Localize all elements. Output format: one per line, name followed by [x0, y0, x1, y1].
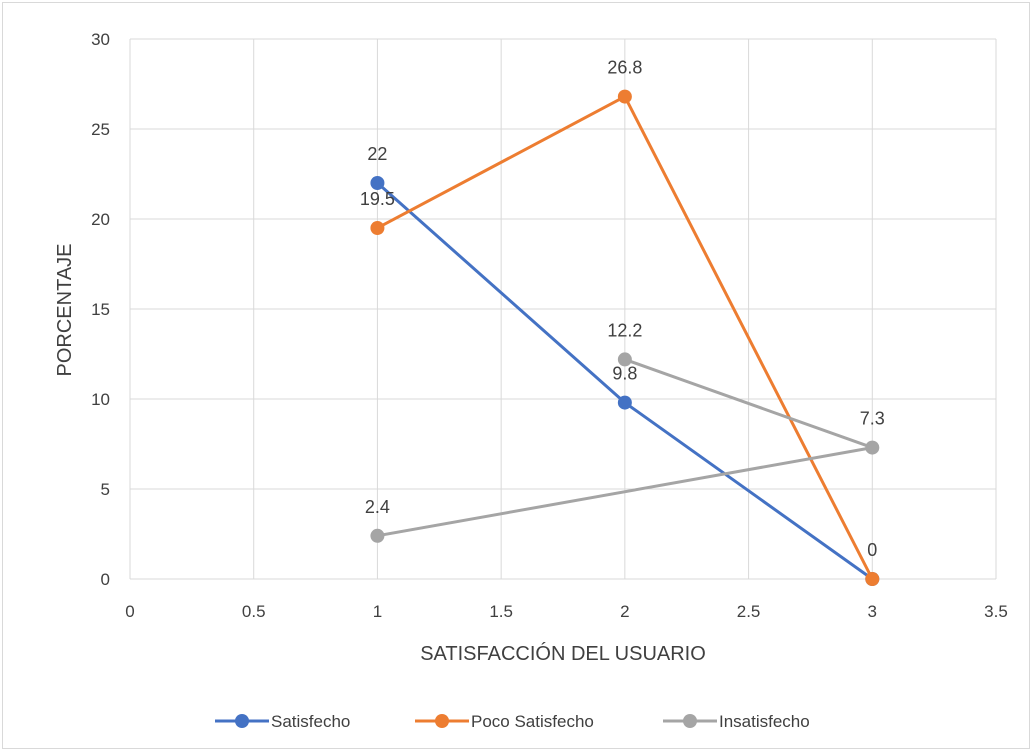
data-label: 26.8 [607, 58, 642, 78]
legend-marker [435, 714, 449, 728]
legend-item: Satisfecho [215, 712, 350, 731]
y-tick-labels: 0 5 10 15 20 25 30 [91, 30, 110, 589]
data-point [617, 89, 632, 104]
legend: Satisfecho Poco Satisfecho Insatisfecho [215, 712, 810, 731]
grid-layer [129, 38, 997, 580]
series-layer [370, 89, 880, 586]
legend-item: Poco Satisfecho [415, 712, 594, 731]
x-tick-label: 0 [125, 602, 134, 621]
data-label: 0 [867, 540, 877, 560]
legend-marker [683, 714, 697, 728]
y-tick-label: 25 [91, 120, 110, 139]
x-tick-label: 2 [620, 602, 629, 621]
legend-label: Poco Satisfecho [471, 712, 594, 731]
data-point [617, 395, 632, 410]
y-tick-label: 0 [101, 570, 110, 589]
legend-item: Insatisfecho [663, 712, 810, 731]
x-tick-label: 3.5 [984, 602, 1008, 621]
data-label: 19.5 [360, 189, 395, 209]
data-label: 2.4 [365, 497, 390, 517]
y-tick-label: 10 [91, 390, 110, 409]
data-point [865, 440, 880, 455]
data-point [370, 221, 385, 235]
y-tick-label: 5 [101, 480, 110, 499]
data-label: 7.3 [860, 409, 885, 429]
x-tick-labels: 0 0.5 1 1.5 2 2.5 3 3.5 [125, 602, 1008, 621]
y-tick-label: 30 [91, 30, 110, 49]
x-tick-label: 2.5 [737, 602, 761, 621]
data-label: 22 [367, 144, 387, 164]
y-tick-label: 15 [91, 300, 110, 319]
x-tick-label: 1 [373, 602, 382, 621]
legend-label: Insatisfecho [719, 712, 810, 731]
data-point [370, 528, 385, 543]
data-label: 12.2 [607, 320, 642, 340]
legend-label: Satisfecho [271, 712, 350, 731]
data-label: 9.8 [612, 364, 637, 384]
y-tick-label: 20 [91, 210, 110, 229]
legend-marker [235, 714, 249, 728]
data-point [370, 176, 385, 190]
x-tick-label: 0.5 [242, 602, 266, 621]
y-axis-title: PORCENTAJE [54, 244, 76, 377]
data-labels: 22 9.8 19.5 26.8 0 2.4 7.3 12.2 [360, 58, 885, 560]
data-point [865, 572, 880, 586]
data-point [617, 352, 632, 367]
x-tick-label: 1.5 [489, 602, 513, 621]
x-tick-label: 3 [868, 602, 877, 621]
x-axis-title: SATISFACCIÓN DEL USUARIO [420, 642, 706, 665]
